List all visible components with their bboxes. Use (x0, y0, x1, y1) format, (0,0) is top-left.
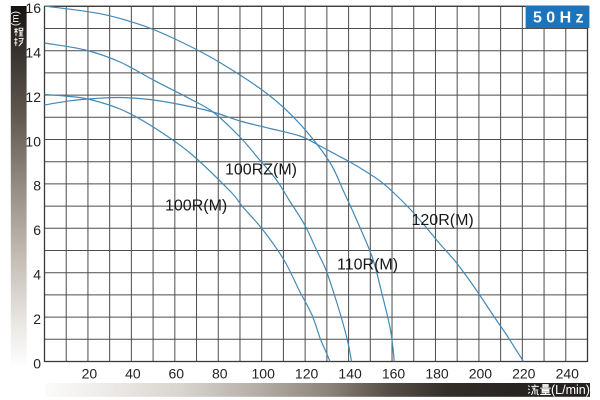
svg-text:50Hz: 50Hz (533, 9, 588, 26)
svg-text:180: 180 (425, 366, 449, 382)
svg-text:100: 100 (252, 366, 276, 382)
svg-text:(m): (m) (11, 11, 22, 26)
svg-text:100RZ(M): 100RZ(M) (225, 162, 297, 179)
svg-text:40: 40 (125, 366, 141, 382)
svg-text:14: 14 (25, 45, 41, 61)
svg-text:120: 120 (295, 366, 319, 382)
svg-text:4: 4 (33, 267, 41, 283)
svg-text:110R(M): 110R(M) (337, 257, 398, 274)
svg-text:20: 20 (82, 366, 98, 382)
svg-text:240: 240 (556, 366, 580, 382)
svg-text:80: 80 (212, 366, 228, 382)
svg-text:2: 2 (33, 311, 41, 327)
svg-text:12: 12 (25, 89, 41, 105)
svg-text:120R(M): 120R(M) (412, 212, 474, 229)
svg-text:200: 200 (469, 366, 493, 382)
svg-text:60: 60 (169, 366, 185, 382)
svg-text:16: 16 (25, 0, 41, 16)
svg-text:6: 6 (33, 222, 41, 238)
svg-text:8: 8 (33, 178, 41, 194)
svg-text:10: 10 (25, 133, 41, 149)
svg-text:0: 0 (33, 355, 41, 371)
svg-text:100R(M): 100R(M) (165, 198, 227, 215)
svg-text:220: 220 (512, 366, 536, 382)
svg-text:140: 140 (338, 366, 362, 382)
svg-text:160: 160 (382, 366, 406, 382)
svg-text:(L/min): (L/min) (551, 383, 590, 397)
